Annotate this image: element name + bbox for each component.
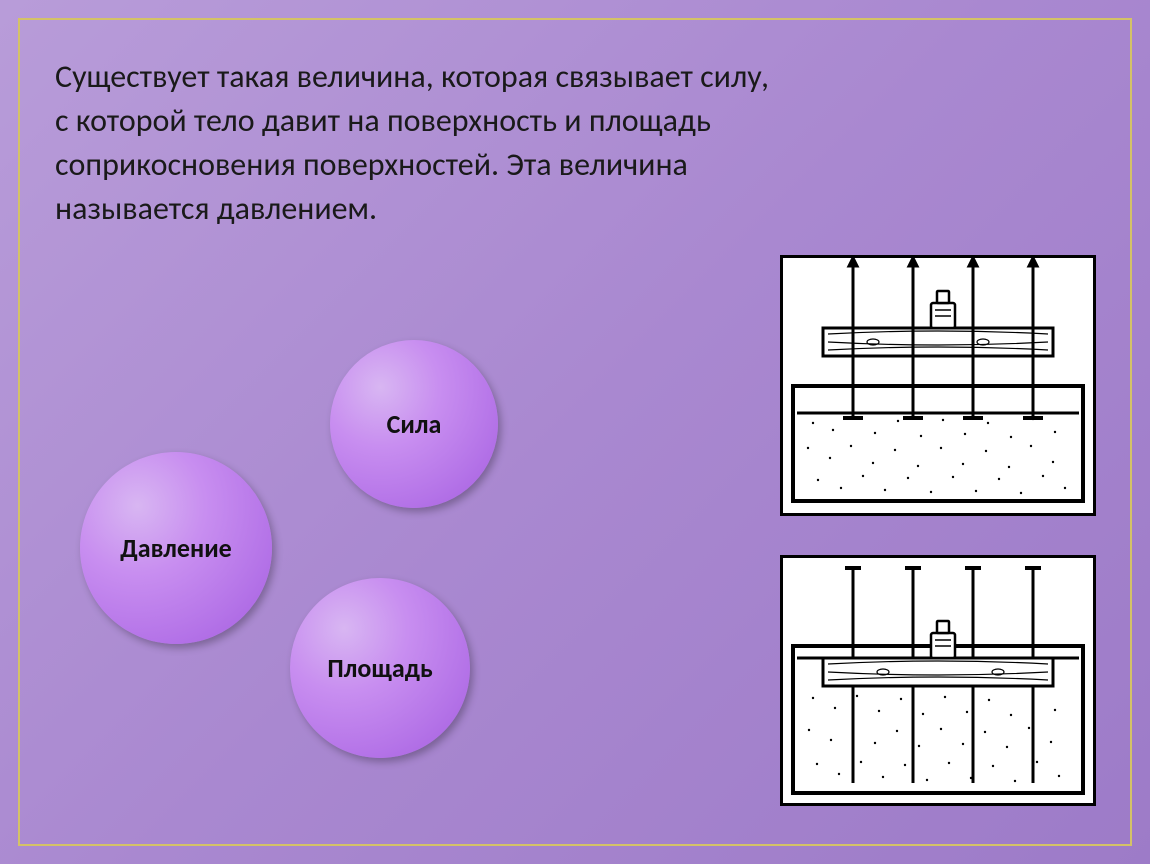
concept-circle-pressure-label: Давление: [120, 532, 232, 564]
concept-circle-force-label: Сила: [387, 408, 442, 440]
concept-circle-area-label: Площадь: [327, 652, 432, 684]
diagram-nails-heads-down: [780, 555, 1096, 806]
weight-icon: [931, 291, 955, 328]
diagram-svg-bottom: [783, 558, 1093, 803]
diagram-svg-top: [783, 258, 1093, 513]
concept-circle-area: Площадь: [290, 578, 470, 758]
concept-circle-force: Сила: [330, 340, 498, 508]
board-icon: [823, 328, 1053, 356]
sand-icon: [797, 413, 1079, 497]
diagram-nails-points-down: [780, 255, 1096, 516]
concept-circle-pressure: Давление: [80, 452, 272, 644]
slide-paragraph: Существует такая величина, которая связы…: [55, 55, 775, 232]
board-icon: [823, 658, 1053, 686]
weight-icon: [931, 621, 955, 658]
